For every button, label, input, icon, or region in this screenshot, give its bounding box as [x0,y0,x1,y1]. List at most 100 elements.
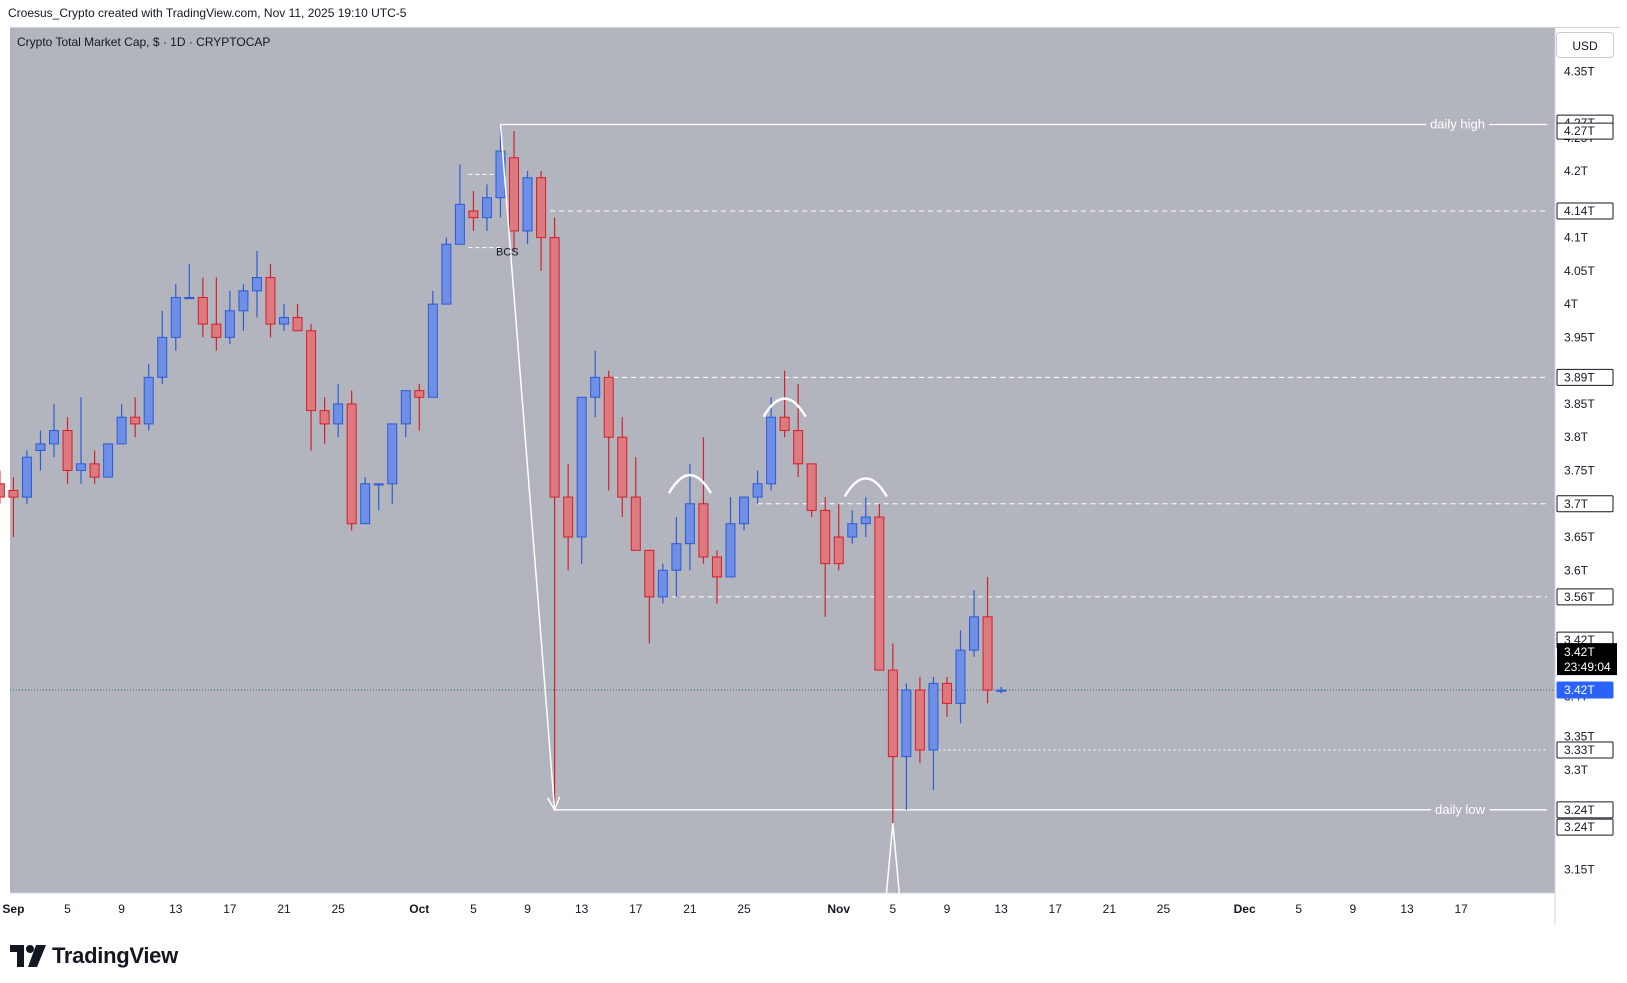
candle-body [887,669,898,758]
candle-body [684,503,695,545]
time-tick-label: 9 [944,902,951,916]
price-tick-label: 3.8T [1564,430,1589,444]
time-tick-label: 9 [1350,902,1357,916]
price-tag-box [1556,818,1614,836]
level-label-background [1426,115,1489,133]
candle-body [89,463,100,478]
candle-body [468,210,479,219]
candle-body [996,689,1007,692]
top-pattern-arc [762,397,807,418]
candle-body [21,456,32,498]
candle-body [35,443,46,452]
candle-body [820,509,831,565]
price-tag-box [1556,202,1614,220]
wick-marker-arrow [885,823,901,900]
candle-body [441,243,452,305]
pattern-annotation: BCS [496,247,519,259]
price-tick-label: 3.65T [1564,530,1595,544]
candle-body [509,157,520,232]
top-pattern-arc [667,474,712,494]
level-label: daily high [1430,116,1485,131]
chart-caption: Croesus_Crypto created with TradingView.… [8,6,407,20]
candle-body [833,536,844,565]
time-tick-label: 9 [118,902,125,916]
candle-body [211,323,222,338]
tradingview-brand[interactable]: TradingView [10,943,178,969]
candle-body [590,376,601,398]
candle-body [414,390,425,398]
candle-body [549,237,560,498]
price-tick-label: 4.35T [1564,64,1595,78]
price-axis-area [1555,28,1620,925]
candle-body [224,310,235,338]
price-tick-label: 3.6T [1564,563,1589,577]
candle-body [603,376,614,438]
candle-body [130,416,141,425]
time-tick-label: 25 [737,902,751,916]
candle-body [170,296,181,338]
candle-body [481,197,492,219]
candle-body [793,430,804,465]
candle-body [373,483,384,486]
time-tick-label: 5 [64,902,71,916]
candle-body [739,496,750,525]
symbol-legend[interactable]: Crypto Total Market Cap, $ · 1D · CRYPTO… [17,35,271,49]
candle-body [941,682,952,704]
candle-body [8,489,19,498]
candle-body [766,416,777,485]
price-tag-label: 4.27T [1564,124,1595,138]
top-pattern-arc [843,477,888,498]
price-tag-box [1556,588,1614,606]
time-tick-label: 9 [524,902,531,916]
plot-area [10,28,1555,893]
candle-body [644,549,655,598]
time-tick-label: Sep [2,902,24,916]
trend-arrow-line [499,124,556,810]
candle-body [292,316,303,332]
candle-body [76,463,87,471]
price-tag-label: 3.24T [1564,820,1595,834]
candle-body [49,430,59,445]
price-tick-label: 4T [1564,297,1579,311]
candle-body [536,177,547,239]
candle-body [143,376,154,425]
price-tag-label: 3.33T [1564,743,1595,757]
candle-body [522,177,533,232]
candle-body [860,516,871,525]
time-tick-label: 17 [629,902,643,916]
candle-body [197,296,208,325]
candle-body [955,649,966,704]
price-tick-label: 3.95T [1564,330,1595,344]
price-tag-box [1556,368,1614,386]
candle-body [454,203,465,245]
price-tick-label: 4.1T [1564,231,1589,245]
tradingview-logo-icon [10,945,46,967]
candle-body [901,689,912,758]
candle-body [319,410,330,425]
candle-body [576,396,587,538]
currency-button[interactable]: USD [1556,32,1614,58]
candle-body [279,316,290,325]
price-tag-box [1556,741,1614,759]
time-tick-label: 17 [223,902,237,916]
price-tag-box [1556,495,1614,513]
price-tag-box [1556,801,1614,819]
candle-body [238,290,249,312]
candle-body [265,277,276,325]
price-tag-label: 3.56T [1564,590,1595,604]
candle-body [116,416,127,445]
candle-body [982,616,993,691]
time-tick-label: 13 [994,902,1008,916]
candle-body [969,616,980,651]
price-tag-label: 3.24T [1564,803,1595,817]
price-tick-label: 3.35T [1564,730,1595,744]
brand-name: TradingView [52,943,178,968]
price-tick-label: 3.75T [1564,463,1595,477]
price-tag-label: 4.14T [1564,204,1595,218]
time-tick-label: Dec [1234,902,1256,916]
candle-body [157,336,168,378]
candle-body [874,516,885,671]
time-tick-label: Nov [827,902,850,916]
candle-body [630,496,641,551]
